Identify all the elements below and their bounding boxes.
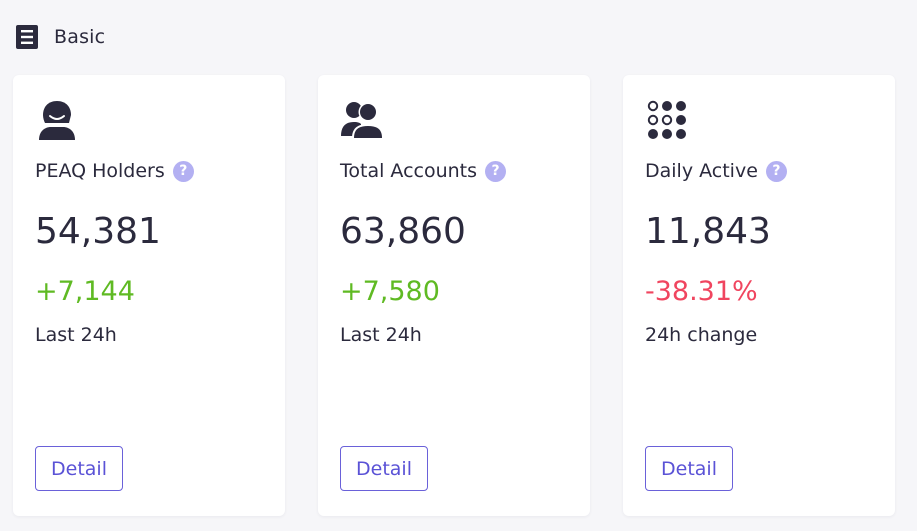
- users-icon: [340, 98, 384, 142]
- card-label-row: Total Accounts ?: [340, 160, 507, 182]
- card-label: PEAQ Holders: [35, 160, 165, 182]
- detail-button[interactable]: Detail: [340, 446, 428, 491]
- detail-button[interactable]: Detail: [35, 446, 123, 491]
- stat-card-daily-active: Daily Active ? 11,843 -38.31% 24h change…: [623, 75, 895, 516]
- list-icon: [16, 25, 38, 49]
- user-icon: [35, 98, 79, 142]
- card-label-row: Daily Active ?: [645, 160, 787, 182]
- card-value: 54,381: [35, 211, 161, 252]
- card-subtitle: Last 24h: [35, 324, 117, 346]
- card-label: Total Accounts: [340, 160, 478, 182]
- card-value: 11,843: [645, 211, 771, 252]
- help-icon[interactable]: ?: [485, 160, 507, 182]
- card-subtitle: 24h change: [645, 324, 758, 346]
- card-subtitle: Last 24h: [340, 324, 422, 346]
- dots-grid-icon: [645, 98, 689, 142]
- card-delta: +7,144: [35, 276, 135, 307]
- stat-card-total-accounts: Total Accounts ? 63,860 +7,580 Last 24h …: [318, 75, 590, 516]
- section-title: Basic: [54, 26, 106, 48]
- stat-card-peaq-holders: PEAQ Holders ? 54,381 +7,144 Last 24h De…: [13, 75, 285, 516]
- help-icon[interactable]: ?: [172, 160, 194, 182]
- detail-button[interactable]: Detail: [645, 446, 733, 491]
- help-icon[interactable]: ?: [765, 160, 787, 182]
- card-value: 63,860: [340, 211, 466, 252]
- card-delta: -38.31%: [645, 276, 758, 307]
- card-label-row: PEAQ Holders ?: [35, 160, 194, 182]
- card-label: Daily Active: [645, 160, 758, 182]
- section-header: Basic: [16, 24, 105, 50]
- card-delta: +7,580: [340, 276, 440, 307]
